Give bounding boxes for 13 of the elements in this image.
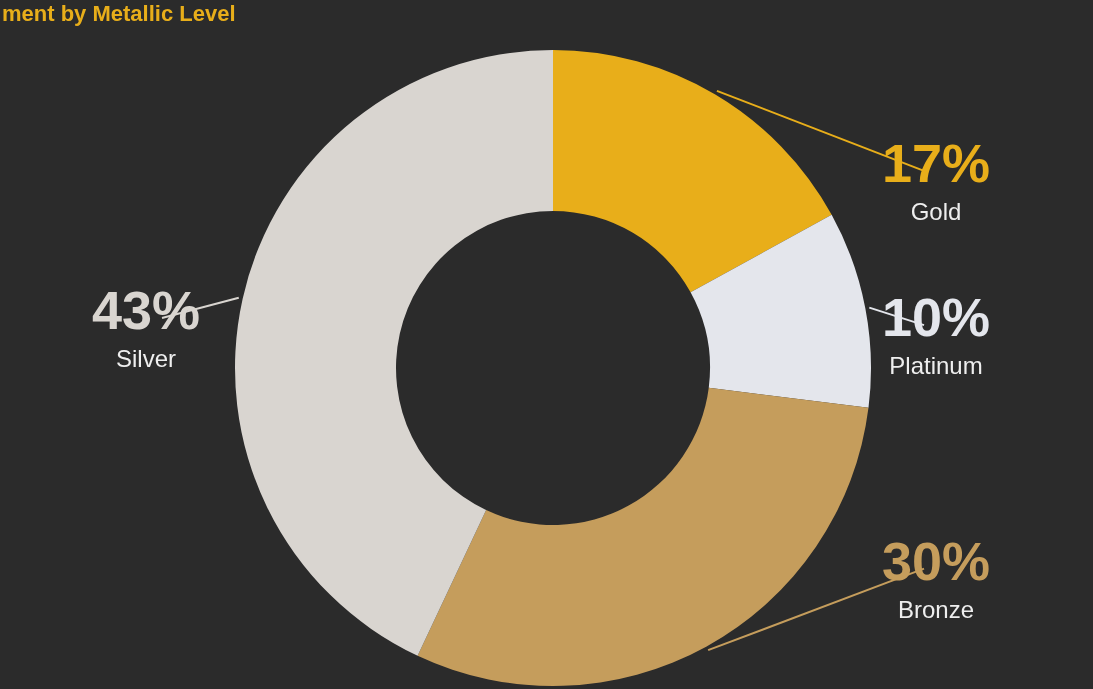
data-label: 30%	[881, 530, 991, 591]
slice-label: Platinum	[889, 352, 983, 380]
data-label: 17%	[881, 132, 991, 193]
slice-label: Gold	[910, 197, 962, 225]
donut-slice	[235, 50, 553, 656]
slice-label: Bronze	[897, 595, 975, 623]
chart-title: ment by Metallic Level	[2, 1, 236, 26]
donut-slice	[553, 50, 832, 293]
slice-label: Silver	[115, 345, 177, 373]
donut-slice	[690, 214, 871, 408]
data-label: 10%	[881, 287, 991, 348]
donut-slice	[417, 387, 869, 686]
data-label: 43%	[91, 280, 201, 341]
